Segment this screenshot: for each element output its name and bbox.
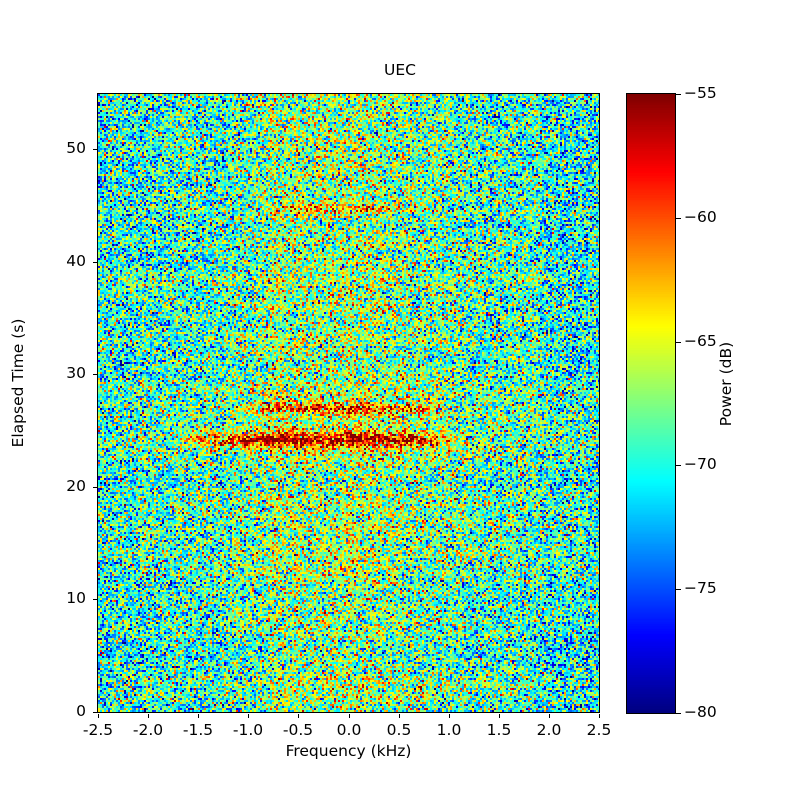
y-axis-tick-mark (93, 374, 97, 375)
x-axis-tick-label: 0.0 (336, 721, 362, 739)
x-axis-tick-mark (449, 714, 450, 718)
colorbar-tick-label: −60 (684, 208, 717, 226)
y-axis-tick-label: 20 (66, 477, 86, 495)
y-axis-tick-mark (93, 599, 97, 600)
y-axis-tick-label: 0 (76, 702, 86, 720)
title-station-name: UEC (384, 61, 416, 79)
colorbar-tick-label: −65 (684, 332, 717, 350)
y-axis-tick-mark (93, 487, 97, 488)
x-axis-tick-mark (298, 714, 299, 718)
colorbar-tick-label: −75 (684, 579, 717, 597)
y-axis-tick-mark (93, 262, 97, 263)
y-axis-tick-label: 50 (66, 139, 86, 157)
colorbar-tick-label: −55 (684, 84, 717, 102)
spectrogram-image (98, 94, 599, 712)
x-axis-tick-mark (599, 714, 600, 718)
colorbar-tick-label: −80 (684, 703, 717, 721)
y-axis-tick-mark (93, 149, 97, 150)
x-axis-tick-mark (549, 714, 550, 718)
x-axis-tick-label: -2.0 (132, 721, 164, 739)
colorbar-tick-label: −70 (684, 455, 717, 473)
x-axis-tick-mark (98, 714, 99, 718)
colorbar-gradient (627, 94, 675, 713)
x-axis-tick-label: 1.0 (436, 721, 462, 739)
colorbar-label: Power (dB) (717, 341, 735, 427)
x-axis-tick-label: 2.0 (536, 721, 562, 739)
x-axis-tick-label: 2.5 (586, 721, 612, 739)
x-axis-tick-mark (499, 714, 500, 718)
x-axis-tick-label: -1.5 (182, 721, 214, 739)
colorbar-tick-mark (676, 94, 681, 95)
colorbar (626, 93, 676, 714)
x-axis-tick-label: 1.5 (486, 721, 512, 739)
x-axis-tick-mark (148, 714, 149, 718)
y-axis-tick-label: 40 (66, 252, 86, 270)
colorbar-tick-mark (676, 589, 681, 590)
x-axis-label: Frequency (kHz) (285, 742, 412, 760)
spectrogram-axes (97, 93, 600, 713)
colorbar-tick-mark (676, 218, 681, 219)
y-axis-tick-mark (93, 712, 97, 713)
y-axis-tick-label: 10 (66, 589, 86, 607)
x-axis-tick-mark (399, 714, 400, 718)
x-axis-tick-label: -2.5 (82, 721, 114, 739)
x-axis-tick-label: -1.0 (232, 721, 264, 739)
colorbar-tick-mark (676, 342, 681, 343)
x-axis-tick-mark (349, 714, 350, 718)
colorbar-tick-mark (676, 465, 681, 466)
x-axis-tick-label: 0.5 (386, 721, 412, 739)
colorbar-tick-mark (676, 713, 681, 714)
x-axis-tick-label: -0.5 (282, 721, 314, 739)
x-axis-tick-mark (198, 714, 199, 718)
y-axis-label: Elapsed Time (s) (9, 318, 27, 448)
x-axis-tick-mark (248, 714, 249, 718)
y-axis-tick-label: 30 (66, 364, 86, 382)
